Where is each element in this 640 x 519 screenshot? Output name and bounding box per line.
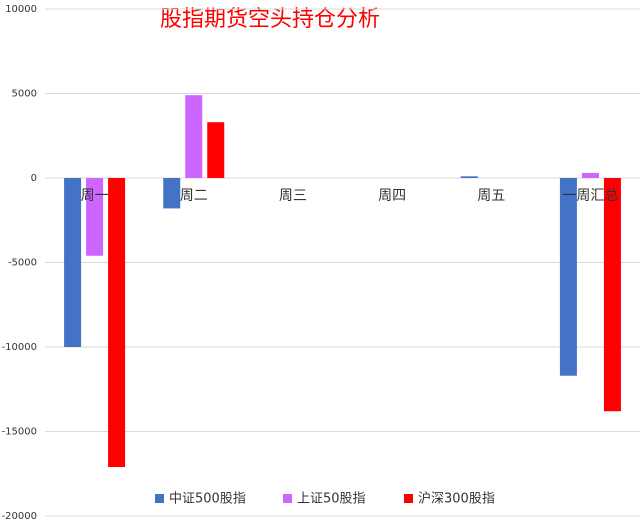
bar xyxy=(460,176,478,178)
bar xyxy=(559,178,577,376)
x-tick-label: 一周汇总 xyxy=(562,188,618,204)
x-tick-label: 周四 xyxy=(378,188,406,204)
x-tick-label: 周二 xyxy=(180,188,208,204)
y-tick-label: 10000 xyxy=(5,4,37,15)
legend-label: 沪深300股指 xyxy=(418,491,495,507)
bar xyxy=(163,178,181,209)
legend-label: 上证50股指 xyxy=(297,492,366,507)
legend-swatch xyxy=(404,494,413,503)
chart-title: 股指期货空头持仓分析 xyxy=(160,7,380,32)
bar xyxy=(64,178,82,347)
legend-swatch xyxy=(155,494,164,503)
y-tick-label: 0 xyxy=(31,173,37,184)
x-tick-label: 周三 xyxy=(279,188,307,204)
y-tick-label: -15000 xyxy=(2,427,37,438)
bar xyxy=(185,95,203,178)
y-tick-label: -20000 xyxy=(2,511,37,519)
legend-swatch xyxy=(283,494,292,503)
legend-label: 中证500股指 xyxy=(169,492,246,507)
y-tick-label: 5000 xyxy=(12,89,37,100)
y-tick-label: -5000 xyxy=(8,258,37,269)
bar xyxy=(603,178,621,412)
x-tick-label: 周五 xyxy=(477,188,505,204)
bar xyxy=(581,172,599,178)
bar xyxy=(108,178,126,467)
y-tick-label: -10000 xyxy=(2,342,37,353)
x-tick-label: 周一 xyxy=(81,188,109,204)
bar xyxy=(207,122,225,178)
bar xyxy=(86,178,104,256)
